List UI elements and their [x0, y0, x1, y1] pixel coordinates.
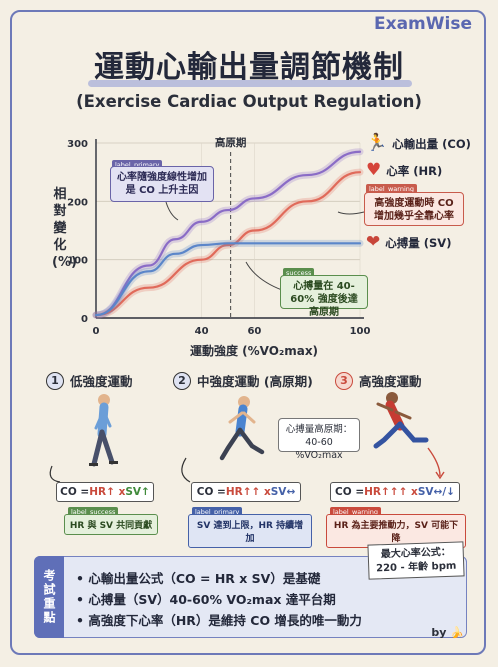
byline-text: by: [431, 626, 447, 639]
success-note: 心搏量在 40-60% 強度後達高原期: [280, 275, 368, 318]
heart-icon: ❤: [366, 232, 381, 252]
x-tick-label: 60: [247, 326, 261, 337]
y-tick-label: 200: [67, 197, 88, 208]
y-axis-label: 相對變化(%): [52, 187, 77, 270]
warning-note-pointer: [337, 211, 365, 215]
legend-hr-label: 心率 (HR): [386, 163, 443, 178]
stage-3-tag: label_warning: [330, 507, 381, 517]
plateau-label: 高原期: [215, 136, 247, 149]
warning-note-tag: label_warning: [366, 184, 417, 194]
series-line-1: [94, 171, 362, 317]
formula-2-hr: HR: [225, 486, 243, 498]
key-point-1: • 心輸出量公式（CO = HR x SV）是基礎: [76, 571, 321, 586]
byline: by 🍌: [431, 626, 464, 639]
sprinter-figure-icon: [373, 392, 429, 449]
page-title: 運動心輸出量調節機制: [94, 50, 404, 85]
page-frame: [10, 10, 486, 655]
stage-1-title: 低強度運動: [70, 374, 133, 389]
series-line-2: [94, 242, 362, 317]
primary-note-pointer: [165, 201, 179, 221]
max-hr-formula-card: 最大心率公式： 220 - 年齡 bpm: [367, 541, 465, 580]
stage-1-tag: label_success: [68, 507, 119, 517]
x-tick-label: 0: [93, 326, 100, 337]
runner-illustrations: [49, 392, 445, 483]
stage-1-formula: CO = HR ↑ x SV ↑: [56, 482, 154, 502]
success-note-pointer: [245, 261, 283, 291]
x-axis-label: 運動強度 (%VO₂max): [190, 344, 319, 358]
key-point-2: • 心搏量（SV）40-60% VO₂max 達平台期: [76, 592, 336, 607]
chart-ticks: 0 100 200 300 0 40 60 100 高原期: [67, 136, 370, 337]
legend-hr: ♥ 心率 (HR): [366, 162, 442, 179]
banana-icon: 🍌: [450, 626, 464, 639]
stage-2-title: 中強度運動 (高原期): [197, 374, 313, 389]
legend-co-label: 心輸出量 (CO): [392, 136, 471, 151]
key-points-tab-label: 考試重點: [42, 569, 56, 625]
formula-3-hr: HR: [364, 486, 381, 498]
formula-2-sv: SV: [270, 486, 287, 498]
stage-2-number: 2: [173, 371, 191, 390]
legend-sv: ❤ 心搏量 (SV): [366, 234, 451, 251]
stage-1-caption: HR 與 SV 共同貢獻: [64, 514, 158, 535]
chart-axes: [95, 139, 365, 319]
stage-3-header: 3 高強度運動: [335, 371, 422, 390]
primary-note: 心率隨強度線性增加 是 CO 上升主因: [110, 166, 214, 202]
formula-1-part-b: ↑ x: [106, 486, 126, 498]
y-tick-label: 0: [81, 314, 88, 325]
formula-1-sv: SV: [125, 486, 142, 498]
primary-note-tag: label_primary: [112, 160, 163, 170]
y-tick-label: 100: [67, 256, 88, 267]
stage-3-number: 3: [335, 371, 353, 390]
formula-3-sv: SV: [417, 486, 434, 498]
y-tick-label: 300: [67, 139, 88, 150]
series-line-0: [94, 150, 362, 317]
formula-3-part-b: ↑↑↑ x: [381, 486, 418, 498]
x-tick-label: 40: [195, 326, 209, 337]
formula-2-part-b: ↑↑ x: [242, 486, 271, 498]
plateau-callout: 心搏量高原期： 40-60 %VO₂max: [278, 418, 360, 461]
runner-icon: 🏃: [366, 133, 388, 153]
title-highlight: [88, 80, 412, 87]
formula-1-part-a: CO =: [60, 486, 90, 498]
chart-series: [92, 148, 364, 319]
formula-2-part-c: ↔: [286, 486, 296, 498]
x-tick-label: 100: [350, 326, 371, 337]
key-point-3: • 高強度下心率（HR）是維持 CO 增長的唯一動力: [76, 613, 362, 628]
page-subtitle: (Exercise Cardiac Output Regulation): [76, 92, 422, 111]
success-note-tag: success: [283, 268, 315, 278]
formula-2-part-a: CO =: [196, 486, 226, 498]
brand-logo: ExamWise: [374, 14, 472, 34]
stage-2-header: 2 中強度運動 (高原期): [173, 371, 313, 390]
stage-2-caption: SV 達到上限，HR 持續增加: [188, 514, 312, 548]
stage-1-number: 1: [46, 371, 64, 390]
stage-2-tag: label_primary: [192, 507, 243, 517]
formula-3-part-c: ↔/↓: [433, 486, 455, 498]
key-points-tab: 考試重點: [34, 556, 64, 638]
warning-note: 高強度運動時 CO 增加幾乎全靠心率: [364, 192, 464, 226]
formula-1-part-c: ↑: [141, 486, 150, 498]
stage-2-formula: CO = HR ↑↑ x SV ↔: [191, 482, 301, 502]
cardiac-output-chart: 0 100 200 300 0 40 60 100 高原期: [67, 136, 370, 337]
formula-3-part-a: CO =: [335, 486, 365, 498]
legend-co: 🏃 心輸出量 (CO): [366, 135, 471, 152]
formula-1-hr: HR: [89, 486, 107, 498]
heartbeat-icon: ♥: [366, 160, 382, 180]
walker-figure-icon: [89, 394, 118, 467]
stage-3-formula: CO = HR ↑↑↑ x SV ↔/↓: [330, 482, 460, 502]
legend-sv-label: 心搏量 (SV): [385, 235, 452, 250]
stage-1-header: 1 低強度運動: [46, 371, 133, 390]
stage-3-title: 高強度運動: [359, 374, 422, 389]
jogger-figure-icon: [219, 396, 265, 461]
